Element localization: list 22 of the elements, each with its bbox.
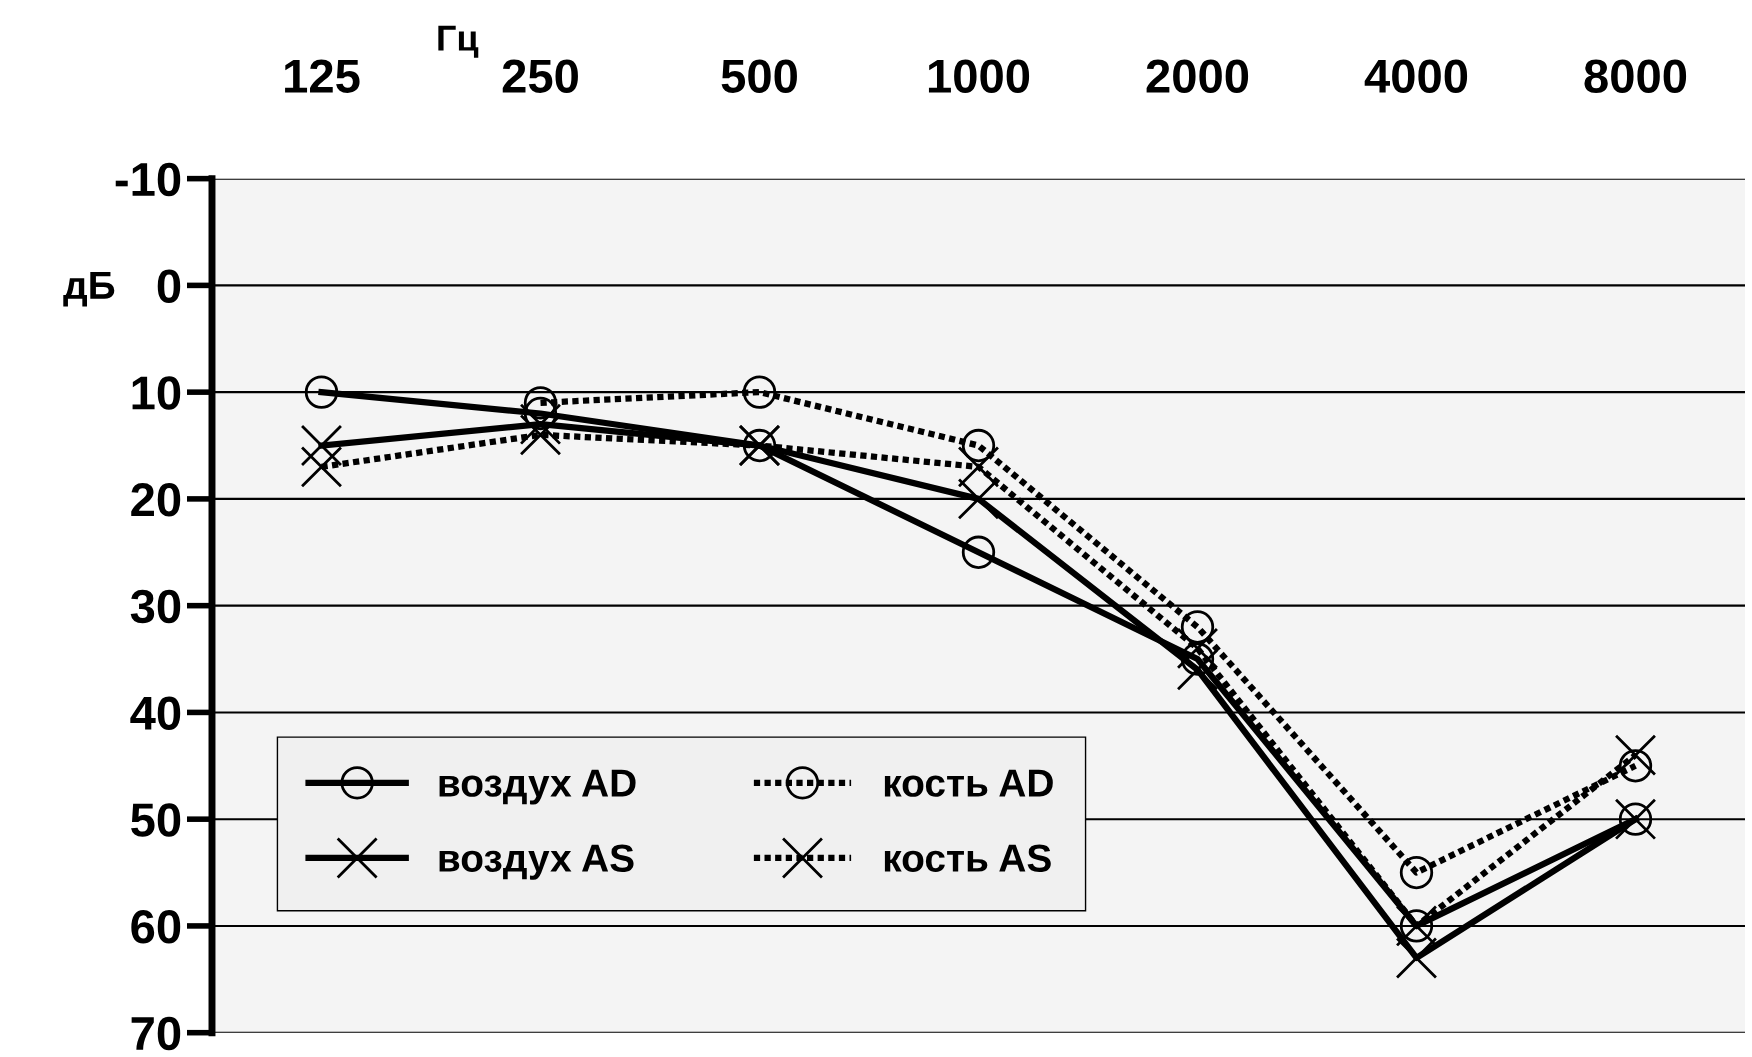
y-tick-label: 30: [130, 589, 181, 624]
x-tick-label: 8000: [1584, 59, 1687, 93]
x-tick-label: 500: [721, 59, 797, 93]
x-tick-label: 4000: [1364, 59, 1468, 93]
legend-label: воздух AD: [439, 769, 636, 805]
y-tick-label: 50: [131, 803, 181, 837]
y-tick-label: 0: [157, 269, 181, 303]
y-tick-label: 70: [131, 1016, 181, 1051]
y-tick-label: 20: [131, 483, 181, 517]
x-tick-label: 250: [502, 59, 578, 93]
y-tick-label: 60: [131, 910, 181, 944]
y-axis-title: дБ: [63, 271, 115, 307]
x-tick-label: 125: [285, 59, 360, 93]
x-axis-title: Гц: [438, 25, 479, 58]
y-tick-label: 10: [132, 376, 181, 410]
y-tick-label: -10: [115, 162, 181, 197]
legend-label: кость AD: [884, 769, 1053, 797]
legend-label: воздух AS: [439, 844, 634, 880]
legend-label: кость AS: [884, 844, 1051, 872]
x-tick-label: 2000: [1146, 59, 1249, 93]
x-tick-label: 1000: [928, 59, 1030, 93]
y-tick-label: 40: [130, 696, 181, 730]
